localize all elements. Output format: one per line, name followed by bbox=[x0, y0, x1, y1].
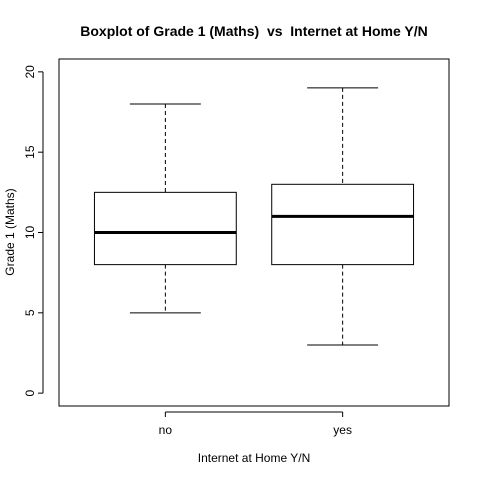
y-tick-label: 20 bbox=[23, 65, 37, 79]
iqr-box bbox=[93, 191, 237, 266]
box-yes bbox=[271, 87, 415, 346]
box-no bbox=[93, 103, 237, 314]
y-tick-label: 5 bbox=[23, 309, 37, 316]
chart-title: Boxplot of Grade 1 (Maths) vs Internet a… bbox=[80, 23, 427, 39]
iqr-box bbox=[271, 183, 415, 266]
x-axis: no yes bbox=[159, 411, 352, 437]
y-axis: 0 5 10 15 20 bbox=[23, 65, 44, 396]
y-tick-label: 15 bbox=[23, 145, 37, 159]
y-tick-label: 0 bbox=[23, 389, 37, 396]
y-tick-label: 10 bbox=[23, 226, 37, 240]
x-axis-label: Internet at Home Y/N bbox=[198, 451, 311, 465]
y-axis-label: Grade 1 (Maths) bbox=[3, 188, 17, 275]
plot-frame bbox=[58, 58, 450, 407]
x-tick-label: no bbox=[159, 423, 173, 437]
boxes-group bbox=[93, 87, 415, 346]
x-tick-label: yes bbox=[333, 423, 352, 437]
